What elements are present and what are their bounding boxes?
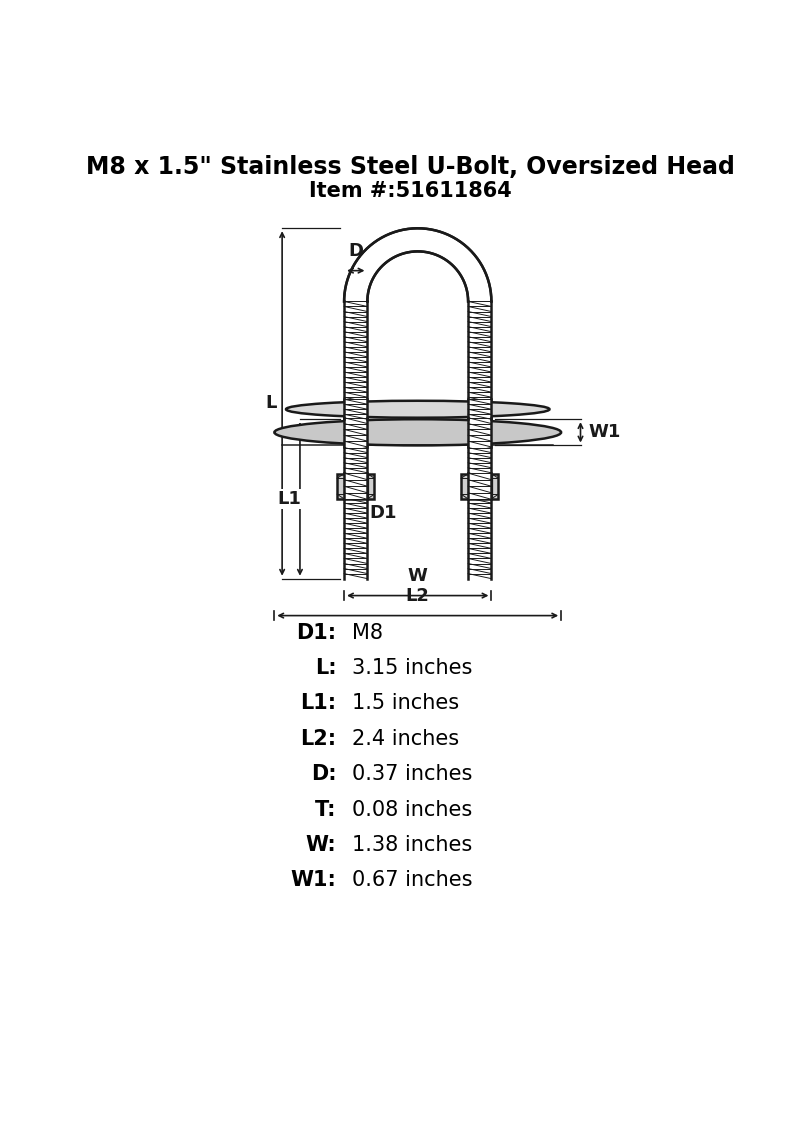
Bar: [468, 473, 491, 499]
Text: L:: L:: [314, 658, 336, 678]
Text: T:: T:: [315, 799, 336, 820]
Polygon shape: [344, 229, 491, 302]
Text: 2.4 inches: 2.4 inches: [352, 729, 459, 749]
Text: L1: L1: [277, 490, 301, 508]
FancyBboxPatch shape: [461, 474, 498, 499]
Text: M8: M8: [352, 623, 383, 643]
Ellipse shape: [286, 401, 550, 418]
Text: D: D: [348, 242, 363, 260]
Text: 1.5 inches: 1.5 inches: [352, 694, 459, 714]
Bar: [468, 400, 491, 419]
Text: 3.15 inches: 3.15 inches: [352, 658, 472, 678]
Text: D1:: D1:: [296, 623, 336, 643]
Text: L2:: L2:: [300, 729, 336, 749]
Text: M8 x 1.5" Stainless Steel U-Bolt, Oversized Head: M8 x 1.5" Stainless Steel U-Bolt, Oversi…: [86, 155, 734, 179]
Bar: [468, 418, 491, 447]
Text: Item #:51611864: Item #:51611864: [309, 180, 511, 200]
Text: D1: D1: [370, 504, 397, 522]
Text: 0.37 inches: 0.37 inches: [352, 765, 472, 784]
Text: W1: W1: [588, 423, 621, 441]
Bar: [344, 400, 367, 419]
Text: T: T: [435, 400, 447, 418]
Text: W:: W:: [306, 835, 336, 855]
Text: 0.67 inches: 0.67 inches: [352, 870, 472, 891]
Bar: [344, 302, 367, 579]
Text: 0.08 inches: 0.08 inches: [352, 799, 472, 820]
Text: W1:: W1:: [290, 870, 336, 891]
Bar: [344, 418, 367, 447]
Text: W: W: [408, 566, 428, 584]
Ellipse shape: [274, 419, 561, 446]
Text: L2: L2: [406, 587, 430, 605]
Text: 1.38 inches: 1.38 inches: [352, 835, 472, 855]
Bar: [344, 473, 367, 499]
Text: D:: D:: [310, 765, 336, 784]
Bar: [468, 302, 491, 579]
FancyBboxPatch shape: [337, 474, 374, 499]
Text: L: L: [266, 394, 277, 412]
Text: L1:: L1:: [300, 694, 336, 714]
